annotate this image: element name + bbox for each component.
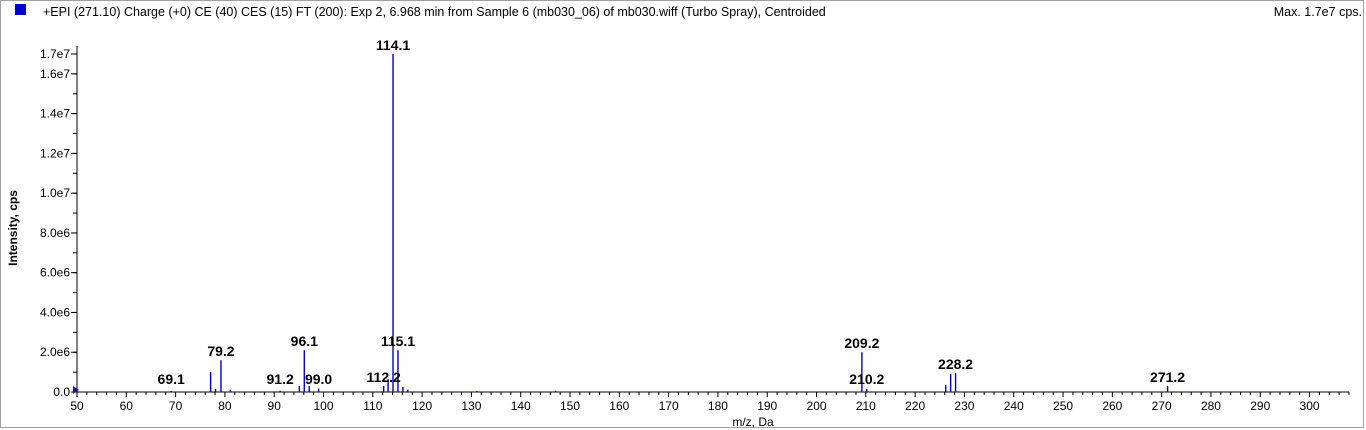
y-tick-label: 1.6e7 xyxy=(40,67,70,81)
x-tick-label: 110 xyxy=(363,399,382,413)
chart-title: +EPI (271.10) Charge (+0) CE (40) CES (1… xyxy=(43,5,826,19)
x-tick-label: 260 xyxy=(1102,399,1122,413)
x-axis-title: m/z, Da xyxy=(732,415,774,429)
y-tick-label: 8.0e6 xyxy=(40,226,70,240)
x-tick-label: 120 xyxy=(412,399,432,413)
y-tick-label: 2.0e6 xyxy=(40,345,70,359)
x-tick-label: 220 xyxy=(905,399,925,413)
chart-header: +EPI (271.10) Charge (+0) CE (40) CES (1… xyxy=(0,0,1366,24)
x-tick-label: 50 xyxy=(70,399,84,413)
x-tick-label: 290 xyxy=(1250,399,1270,413)
peak-label: 228.2 xyxy=(938,356,973,372)
legend-swatch[interactable] xyxy=(15,4,26,15)
x-tick-label: 80 xyxy=(218,399,232,413)
x-tick-label: 100 xyxy=(313,399,333,413)
y-tick-label: 6.0e6 xyxy=(40,266,70,280)
x-tick-label: 230 xyxy=(954,399,974,413)
peak-label: 91.2 xyxy=(267,371,294,387)
peak-label: 79.2 xyxy=(207,343,234,359)
peak-label: 114.1 xyxy=(376,37,410,53)
max-intensity-label: Max. 1.7e7 cps. xyxy=(1273,5,1362,19)
x-tick-label: 240 xyxy=(1004,399,1024,413)
y-tick-label: 0.0 xyxy=(53,385,70,399)
y-tick-label: 1.2e7 xyxy=(40,146,70,160)
x-tick-label: 150 xyxy=(560,399,580,413)
peak-label: 271.2 xyxy=(1150,369,1185,385)
peak-label: 112.2 xyxy=(367,369,401,385)
spectrum-peaks xyxy=(170,54,1169,392)
axes: 50 60 70 80 90 100 110 120 130 140 150 160 170 180 190… xyxy=(40,46,1350,413)
y-axis-title: Intensity, cps xyxy=(6,190,20,266)
x-tick-label: 170 xyxy=(659,399,679,413)
origin-marker-icon xyxy=(73,386,79,394)
peak-label: 209.2 xyxy=(844,335,879,351)
x-tick-label: 180 xyxy=(708,399,728,413)
x-tick-label: 280 xyxy=(1201,399,1221,413)
x-tick-label: 200 xyxy=(807,399,827,413)
x-tick-label: 250 xyxy=(1053,399,1073,413)
y-tick-label: 1.4e7 xyxy=(40,107,70,121)
peak-label: 69.1 xyxy=(158,371,185,387)
x-tick-label: 300 xyxy=(1300,399,1320,413)
x-tick-label: 60 xyxy=(120,399,134,413)
x-tick-label: 130 xyxy=(461,399,481,413)
y-tick-label: 4.0e6 xyxy=(40,305,70,319)
x-tick-label: 140 xyxy=(511,399,531,413)
peak-label: 115.1 xyxy=(381,333,415,349)
peak-label: 96.1 xyxy=(291,333,318,349)
peak-label: 210.2 xyxy=(849,371,884,387)
x-tick-label: 160 xyxy=(609,399,629,413)
x-tick-label: 210 xyxy=(856,399,876,413)
peak-labels: 69.1 79.2 91.2 96.1 99.0 112.2 114.1 115.1 209.2… xyxy=(158,37,1186,387)
y-tick-label: 1.7e7 xyxy=(40,47,70,61)
peak-label: 99.0 xyxy=(305,371,332,387)
x-tick-label: 270 xyxy=(1152,399,1172,413)
x-tick-label: 70 xyxy=(169,399,183,413)
x-tick-label: 90 xyxy=(268,399,282,413)
x-tick-label: 190 xyxy=(757,399,777,413)
y-tick-label: 1.0e7 xyxy=(40,186,70,200)
